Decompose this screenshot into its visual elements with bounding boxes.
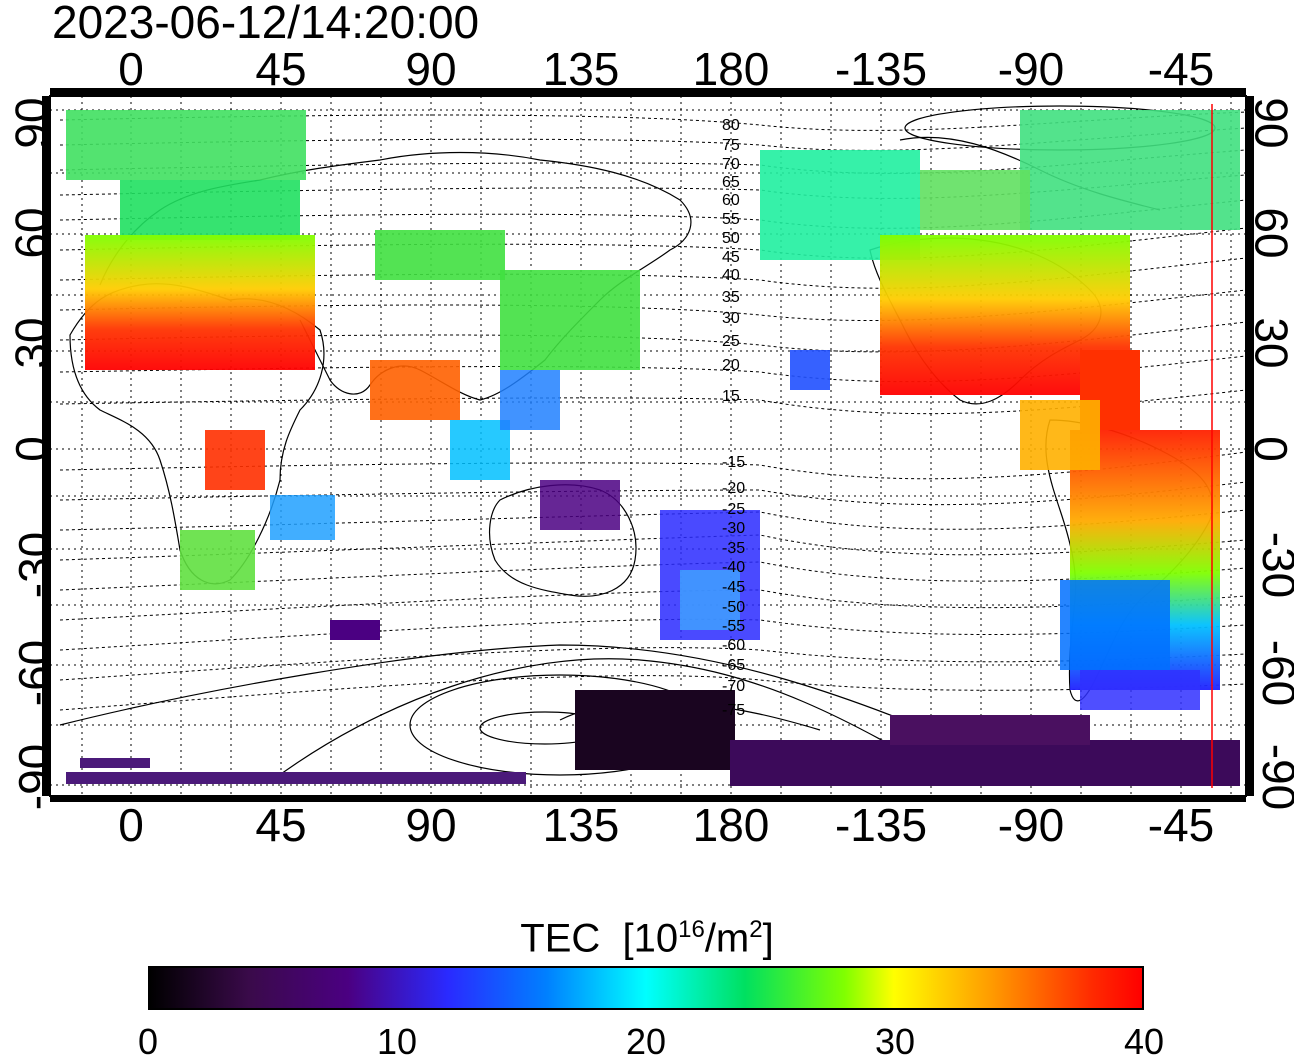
colorbar-unit-exp: 16 <box>678 916 705 943</box>
tec-patch <box>1020 400 1100 470</box>
contour-label: 70 <box>722 156 740 173</box>
tec-patch <box>120 180 300 240</box>
tec-patch <box>85 235 315 370</box>
tec-patch <box>540 480 620 530</box>
contour-label: -40 <box>722 559 746 576</box>
right-border-bar <box>1246 96 1254 796</box>
contour-label: 75 <box>722 137 740 154</box>
contour-label: 45 <box>722 249 740 266</box>
contour-label: 20 <box>722 357 740 374</box>
contour-label: 30 <box>722 310 740 327</box>
tec-patch <box>270 495 335 540</box>
contour-label: -20 <box>722 480 746 497</box>
lon-tick-top: -45 <box>1147 43 1215 95</box>
tec-patch <box>80 758 150 768</box>
contour-label: 65 <box>722 174 740 191</box>
contour-label: 40 <box>722 267 740 284</box>
colorbar-unit-exp2: 2 <box>749 916 763 943</box>
lon-tick-top: 0 <box>118 43 144 95</box>
lon-tick-top: 90 <box>405 43 457 95</box>
lon-tick-top: 135 <box>542 43 620 95</box>
contour-label: 50 <box>722 230 740 247</box>
tec-patch <box>680 570 740 630</box>
contour-label: -15 <box>722 454 746 471</box>
contour-label: 35 <box>722 289 740 306</box>
tec-patch <box>1080 670 1200 710</box>
contour-label: 80 <box>722 117 740 134</box>
colorbar-unit-suffix: ] <box>762 916 774 961</box>
bottom-border-bar <box>50 796 1246 802</box>
lon-tick-top: 45 <box>255 43 307 95</box>
tec-patch <box>1020 110 1240 230</box>
contour-label: -55 <box>722 618 746 635</box>
top-border-bar <box>50 88 1246 96</box>
tec-patch <box>575 690 735 770</box>
contour-label: 15 <box>722 388 740 405</box>
lon-tick-bottom: -45 <box>1147 799 1215 851</box>
colorbar-tick: 40 <box>1123 1021 1165 1062</box>
tec-patch <box>66 772 526 784</box>
contour-label: 25 <box>722 333 740 350</box>
left-border-bar <box>42 96 50 796</box>
lon-tick-bottom: -90 <box>997 799 1065 851</box>
tec-data <box>66 110 1240 786</box>
contour-label: -75 <box>722 702 746 719</box>
tec-patch <box>790 350 830 390</box>
tec-patch <box>890 715 1090 745</box>
contour-label: -60 <box>722 637 746 654</box>
timestamp: 2023-06-12/14:20:00 <box>52 0 480 48</box>
lon-tick-top: -135 <box>834 43 928 95</box>
contour-label: 60 <box>722 192 740 209</box>
colorbar-tick: 20 <box>625 1021 667 1062</box>
tec-patch <box>730 740 1240 786</box>
contour-label: -30 <box>722 520 746 537</box>
tec-patch <box>1060 580 1170 670</box>
colorbar-tick: 30 <box>874 1021 916 1062</box>
contour-label: -45 <box>722 579 746 596</box>
contour-label: -50 <box>722 599 746 616</box>
tec-patch <box>375 230 505 280</box>
contour-label: -25 <box>722 501 746 518</box>
auroral-contours <box>59 105 1216 786</box>
colorbar-tick: 0 <box>137 1021 159 1062</box>
colorbar-label: TEC <box>520 916 601 961</box>
lon-tick-bottom: 135 <box>542 799 620 851</box>
tec-patch <box>330 620 380 640</box>
colorbar-title: TEC [1016/m2] <box>0 906 1294 962</box>
colorbar-unit-mid: /m <box>704 916 750 961</box>
tec-patch <box>920 170 1030 230</box>
lon-tick-bottom: -135 <box>834 799 928 851</box>
tec-patch <box>500 270 640 370</box>
contour-label: 55 <box>722 211 740 228</box>
lon-tick-bottom: 45 <box>255 799 307 851</box>
colorbar <box>148 966 1144 1010</box>
contour-label: -65 <box>722 657 746 674</box>
colorbar-unit-prefix: [10 <box>622 916 679 961</box>
tec-patch <box>370 360 460 420</box>
contour-label: -35 <box>722 540 746 557</box>
lon-tick-bottom: 90 <box>405 799 457 851</box>
tec-patch <box>66 110 306 180</box>
tec-patch <box>500 370 560 430</box>
lon-tick-top: -90 <box>997 43 1065 95</box>
lon-tick-bottom: 180 <box>692 799 770 851</box>
colorbar-tick: 10 <box>376 1021 418 1062</box>
tec-patch <box>180 530 255 590</box>
lon-tick-bottom: 0 <box>118 799 144 851</box>
contour-label: -70 <box>722 678 746 695</box>
tec-patch <box>205 430 265 490</box>
lon-tick-top: 180 <box>692 43 770 95</box>
